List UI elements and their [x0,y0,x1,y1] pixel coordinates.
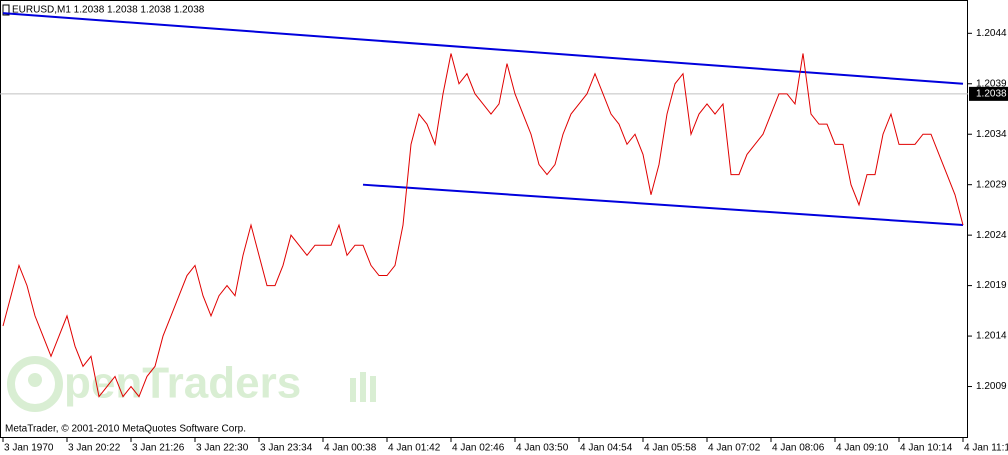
y-tick-label: 1.2009 [976,381,1007,392]
x-tick-label: 3 Jan 23:34 [260,443,313,454]
x-tick-label: 4 Jan 10:14 [900,443,953,454]
y-tick-label: 1.2034 [976,129,1007,140]
x-tick-label: 4 Jan 11:18 [964,443,1008,454]
x-tick-label: 4 Jan 07:02 [708,443,761,454]
x-tick-label: 3 Jan 22:30 [196,443,249,454]
x-tick-label: 4 Jan 00:38 [324,443,377,454]
price-line-series [2,53,964,398]
price-label: 1.2038 [976,88,1007,99]
x-tick-label: 3 Jan 20:22 [68,443,121,454]
y-tick-label: 1.2019 [976,280,1007,291]
trend-line [2,12,964,85]
chart-title: EURUSD,M1 1.2038 1.2038 1.2038 1.2038 [12,5,205,16]
plot-frame [0,0,968,438]
price-label-box [969,86,1008,101]
x-tick-label: 4 Jan 01:42 [388,443,441,454]
x-tick-label: 4 Jan 09:10 [836,443,889,454]
x-tick-label: 4 Jan 02:46 [452,443,505,454]
x-tick-label: 4 Jan 04:54 [580,443,633,454]
symbol-icon [2,4,10,16]
x-tick-label: 3 Jan 21:26 [132,443,185,454]
watermark-logo [7,356,376,412]
trend-line [362,183,964,227]
x-tick-label: 4 Jan 03:50 [516,443,569,454]
x-tick-label: 4 Jan 08:06 [772,443,825,454]
x-tick-label: 4 Jan 05:58 [644,443,697,454]
copyright: MetaTrader, © 2001-2010 MetaQuotes Softw… [5,424,246,435]
y-tick-label: 1.2029 [976,179,1007,190]
x-tick-label: 3 Jan 1970 [4,443,54,454]
watermark: penTraders [64,359,301,408]
y-tick-label: 1.2014 [976,331,1007,342]
y-tick-label: 1.2039 [976,78,1007,89]
y-tick-label: 1.2044 [976,28,1007,39]
y-tick-label: 1.2024 [976,230,1007,241]
